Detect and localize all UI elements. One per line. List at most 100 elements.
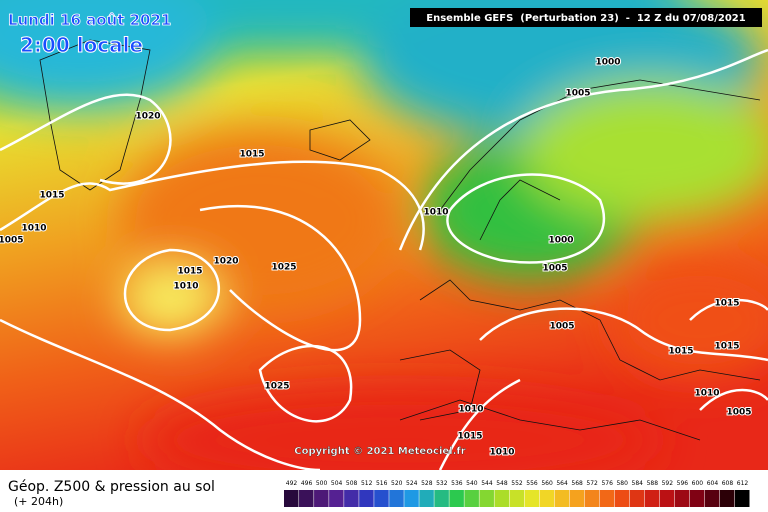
- scale-label: 532: [436, 480, 448, 487]
- europe: [399, 79, 761, 421]
- isobar-label: 1015: [39, 191, 64, 201]
- isobar-label: 1025: [271, 263, 296, 273]
- date-label: Lundi 16 août 2021: [8, 11, 171, 29]
- isobar-label: 1025: [264, 382, 289, 392]
- scale-swatch: [464, 490, 479, 507]
- isobar-label: 1010: [21, 224, 46, 234]
- isobar-label: 1005: [0, 236, 24, 246]
- isobar-label: 1015: [714, 299, 739, 309]
- scale-label: 548: [496, 480, 508, 487]
- scale-swatch: [344, 490, 359, 507]
- model-box: [410, 8, 762, 27]
- isobar-label: 1015: [239, 150, 264, 160]
- coastlines: [39, 39, 761, 441]
- isobar-label: 1010: [458, 405, 483, 415]
- scale-label: 604: [707, 480, 719, 487]
- isobar: [199, 204, 362, 352]
- scale-label: 512: [361, 480, 373, 487]
- scale-label: 492: [286, 480, 298, 487]
- isobar: [0, 93, 172, 185]
- scale-label: 568: [571, 480, 583, 487]
- isobar: [0, 160, 425, 251]
- isobar-label: 1010: [694, 389, 719, 399]
- isobar-label: 1020: [135, 112, 160, 122]
- isobar-label: 1005: [542, 264, 567, 274]
- scale-swatch: [374, 490, 389, 507]
- isobar: [689, 298, 768, 411]
- scale-swatch: [554, 490, 570, 507]
- isobar-label: 1000: [548, 236, 573, 246]
- scale-swatch: [389, 490, 404, 507]
- isobar-label: 1000: [595, 58, 620, 68]
- scale-label: 524: [406, 480, 418, 487]
- greenland: [39, 39, 151, 191]
- scale-label: 496: [301, 480, 313, 487]
- scale-label: 540: [466, 480, 478, 487]
- scale-label: 504: [331, 480, 343, 487]
- scale-label: 520: [391, 480, 403, 487]
- scale-label: 576: [601, 480, 613, 487]
- time-label: 2:00 locale: [20, 33, 143, 57]
- scale-swatch: [479, 490, 494, 507]
- isobar: [398, 48, 768, 251]
- isobar: [438, 378, 521, 470]
- scale-label: 500: [316, 480, 328, 487]
- scale-swatch: [509, 490, 525, 507]
- isobar-label: 1005: [726, 408, 751, 418]
- isobar-label: 1015: [668, 347, 693, 357]
- scale-swatch: [599, 490, 615, 507]
- scale-swatch: [644, 490, 660, 507]
- isobar: [0, 318, 321, 470]
- scale-label: 564: [556, 480, 568, 487]
- africa: [399, 399, 701, 441]
- isobar-label: 1005: [565, 89, 590, 99]
- scale-swatch: [629, 490, 645, 507]
- footer-title: Géop. Z500 & pression au sol: [8, 479, 215, 495]
- isobar: [123, 248, 221, 332]
- scale-swatch: [584, 490, 600, 507]
- iceland: [309, 119, 371, 161]
- scale-swatch: [734, 490, 750, 507]
- scale-swatch: [284, 490, 299, 507]
- scale-label: 584: [632, 480, 644, 487]
- scale-label: 528: [421, 480, 433, 487]
- scale-label: 596: [677, 480, 689, 487]
- scale-swatch: [614, 490, 630, 507]
- scale-swatch: [689, 490, 705, 507]
- isobar-label: 1010: [489, 448, 514, 458]
- scale-swatch: [674, 490, 690, 507]
- scale-label: 592: [662, 480, 674, 487]
- isobar-label: 1015: [457, 432, 482, 442]
- scale-swatch: [359, 490, 374, 507]
- isobar: [258, 344, 353, 423]
- scale-swatch: [314, 490, 329, 507]
- isobar-label: 1015: [714, 342, 739, 352]
- scale-swatch: [404, 490, 419, 507]
- isobar: [446, 173, 606, 264]
- scale-label: 588: [647, 480, 659, 487]
- isobar-label: 1010: [423, 208, 448, 218]
- copyright: Copyright © 2021 Meteociel.fr: [294, 446, 465, 457]
- scale-label: 600: [692, 480, 704, 487]
- scale-swatch: [524, 490, 540, 507]
- scale-label: 572: [586, 480, 598, 487]
- scale-swatch: [329, 490, 344, 507]
- scale-swatch: [539, 490, 555, 507]
- scale-swatch: [299, 490, 314, 507]
- scale-label: 552: [511, 480, 523, 487]
- scale-swatch: [494, 490, 509, 507]
- field: 1000 1005 1020 1015 1015 1010 1005 1010 …: [0, 0, 768, 470]
- scale-label: 536: [451, 480, 463, 487]
- isobar-label: 1015: [177, 267, 202, 277]
- isobar-labels: 1000 1005 1020 1015 1015 1010 1005 1010 …: [0, 57, 753, 459]
- scale-label: 508: [346, 480, 358, 487]
- scale-swatch: [704, 490, 720, 507]
- isobar-label: 1020: [213, 257, 238, 267]
- scale-label: 612: [737, 480, 749, 487]
- scale-swatch: [569, 490, 585, 507]
- scale-label: 580: [616, 480, 628, 487]
- scale-label: 608: [722, 480, 734, 487]
- scale-swatch: [434, 490, 449, 507]
